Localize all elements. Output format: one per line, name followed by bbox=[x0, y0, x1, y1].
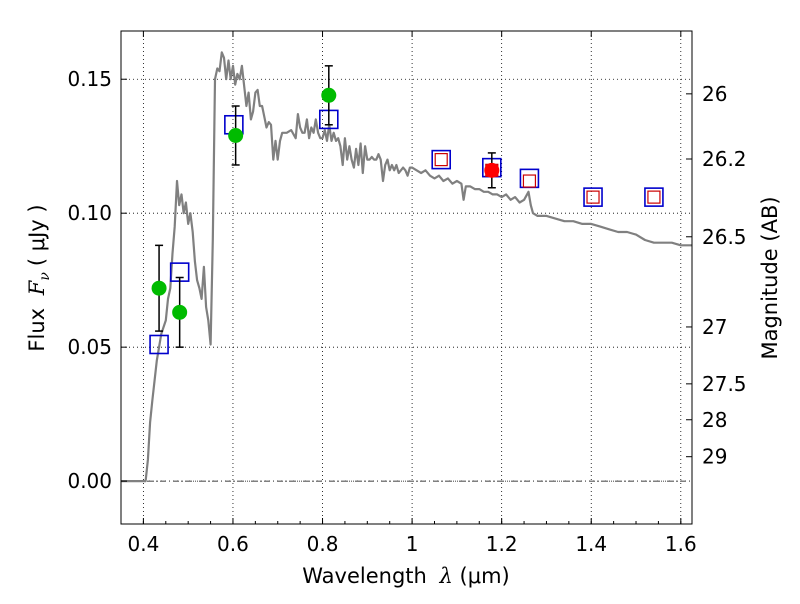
x-axis-label: Wavelength λ (μm) bbox=[302, 564, 509, 588]
mag-tick-label: 27.5 bbox=[702, 372, 747, 396]
y-tick-label: 0.05 bbox=[67, 335, 112, 359]
model-phot-square bbox=[149, 334, 169, 355]
y-tick-label: 0.00 bbox=[67, 469, 112, 493]
series-layer bbox=[121, 51, 692, 483]
data-point bbox=[151, 280, 167, 296]
data-point bbox=[228, 127, 244, 143]
limit-square bbox=[647, 190, 661, 204]
data-point bbox=[172, 304, 188, 320]
x-tick-label: 0.8 bbox=[307, 532, 339, 556]
x-tick-label: 1 bbox=[406, 532, 419, 556]
limit-square bbox=[586, 190, 600, 204]
mag-tick-label: 27 bbox=[702, 315, 727, 339]
y-tick-label: 0.15 bbox=[67, 67, 112, 91]
mag-tick-label: 26 bbox=[702, 82, 727, 106]
plot-frame bbox=[120, 30, 693, 525]
y2-axis-label: Magnitude (AB) bbox=[758, 196, 782, 359]
x-tick-label: 1.2 bbox=[486, 532, 518, 556]
grid-lines bbox=[121, 31, 692, 524]
model-sed-line bbox=[121, 51, 692, 483]
y-tick-label: 0.10 bbox=[67, 201, 112, 225]
y-axis-label: Flux Fν( μJy ) bbox=[25, 204, 53, 351]
mag-tick-label: 28 bbox=[702, 408, 727, 432]
mag-tick-label: 26.2 bbox=[702, 147, 747, 171]
data-point bbox=[321, 87, 337, 103]
x-tick-label: 1.6 bbox=[665, 532, 697, 556]
model-phot-square bbox=[583, 187, 603, 207]
model-phot-square bbox=[644, 187, 664, 207]
x-tick-label: 0.4 bbox=[127, 532, 159, 556]
mag-tick-label: 26.5 bbox=[702, 225, 747, 249]
limit-square bbox=[522, 174, 537, 188]
data-point bbox=[484, 162, 500, 178]
model-phot-square bbox=[431, 149, 452, 170]
limit-square bbox=[434, 153, 448, 167]
x-tick-label: 0.6 bbox=[217, 532, 249, 556]
mag-tick-label: 29 bbox=[702, 445, 727, 469]
x-tick-label: 1.4 bbox=[575, 532, 607, 556]
axis-ticks: 0.4 0.6 0.8 1 1.2 1.4 1.6 0.00 0.05 0.10 0.15 26 26.… bbox=[67, 31, 747, 556]
